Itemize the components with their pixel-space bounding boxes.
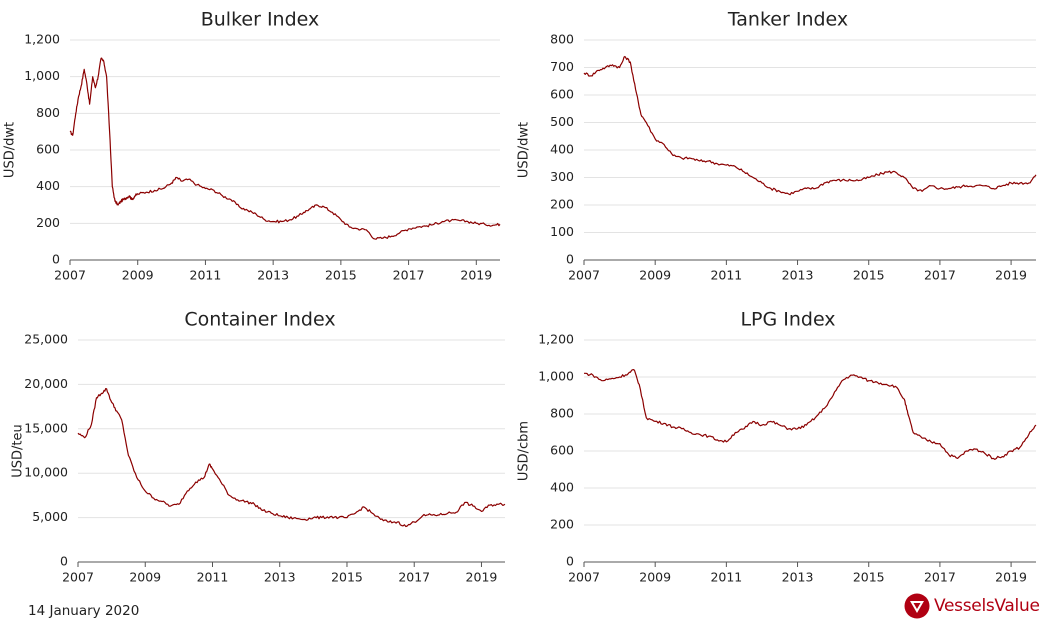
x-tick-label: 2019 [995, 570, 1027, 585]
y-tick-label: 25,000 [24, 332, 68, 347]
y-tick-label: 10,000 [24, 465, 68, 480]
y-axis-label: USD/teu [11, 424, 26, 478]
charts-area: Bulker Index 0 200 400 600 800 1,000 1,200 2007 2… [3, 9, 1037, 585]
chart-title: LPG Index [740, 309, 835, 331]
x-tick-label: 2013 [782, 268, 814, 283]
y-axis-label: USD/dwt [3, 122, 18, 178]
y-axis-label: USD/cbm [517, 421, 532, 481]
y-tick-label: 0 [52, 252, 60, 267]
chart-title: Container Index [184, 309, 335, 331]
x-tick-label: 2013 [264, 570, 296, 585]
x-tick-label: 2007 [568, 268, 600, 283]
y-tick-label: 500 [550, 114, 574, 129]
y-tick-label: 200 [36, 215, 60, 230]
y-tick-label: 800 [550, 406, 574, 421]
x-tick-label: 2007 [54, 268, 86, 283]
y-tick-label: 1,200 [24, 32, 60, 47]
x-tick-label: 2017 [924, 570, 956, 585]
tanker-index-chart: Tanker Index 0 100 200 300 400 500 600 700 800 200… [517, 9, 1037, 283]
container-index-chart: Container Index 0 5,000 10,000 15,000 20,000 2… [11, 309, 506, 585]
chart-title: Tanker Index [727, 9, 848, 31]
x-tick-label: 2019 [460, 268, 492, 283]
y-tick-label: 1,200 [538, 332, 574, 347]
y-tick-label: 100 [550, 224, 574, 239]
y-tick-label: 600 [36, 142, 60, 157]
x-tick-label: 2009 [639, 570, 671, 585]
y-tick-label: 400 [550, 142, 574, 157]
y-tick-label: 15,000 [24, 420, 68, 435]
y-tick-label: 400 [36, 178, 60, 193]
brand-name: VesselsValue [934, 596, 1040, 616]
y-tick-label: 600 [550, 443, 574, 458]
y-tick-label: 0 [566, 554, 574, 569]
y-tick-label: 1,000 [24, 68, 60, 83]
chart-title: Bulker Index [201, 9, 320, 31]
lpg-index-chart: LPG Index 0 200 400 600 800 1,000 1,200 2007 2009… [517, 309, 1037, 585]
y-tick-label: 0 [566, 252, 574, 267]
report-date: 14 January 2020 [28, 603, 140, 619]
x-tick-label: 2019 [466, 570, 498, 585]
x-tick-label: 2017 [924, 268, 956, 283]
y-tick-label: 400 [550, 480, 574, 495]
y-tick-label: 700 [550, 59, 574, 74]
y-tick-label: 5,000 [32, 509, 68, 524]
vesselsvalue-logo-icon [904, 593, 930, 619]
x-tick-label: 2011 [710, 268, 742, 283]
y-tick-label: 800 [550, 32, 574, 47]
y-tick-label: 1,000 [538, 369, 574, 384]
series-line [583, 55, 1037, 196]
x-tick-label: 2007 [568, 570, 600, 585]
x-tick-label: 2015 [325, 268, 357, 283]
x-tick-label: 2015 [331, 570, 363, 585]
y-tick-label: 800 [36, 105, 60, 120]
y-axis-label: USD/dwt [517, 122, 532, 178]
y-tick-label: 200 [550, 197, 574, 212]
series-line [584, 369, 1037, 460]
bulker-index-chart: Bulker Index 0 200 400 600 800 1,000 1,200 2007 2… [3, 9, 501, 283]
x-tick-label: 2019 [995, 268, 1027, 283]
x-tick-label: 2013 [257, 268, 289, 283]
y-tick-label: 0 [60, 554, 68, 569]
y-tick-label: 20,000 [24, 376, 68, 391]
x-tick-label: 2009 [129, 570, 161, 585]
x-tick-label: 2017 [393, 268, 425, 283]
x-tick-label: 2017 [398, 570, 430, 585]
x-tick-label: 2013 [782, 570, 814, 585]
series-line [77, 388, 506, 528]
x-tick-label: 2015 [853, 570, 885, 585]
brand-logo-group: VesselsValue [904, 592, 1040, 620]
x-tick-label: 2011 [190, 268, 222, 283]
x-tick-label: 2009 [639, 268, 671, 283]
y-tick-label: 600 [550, 87, 574, 102]
x-tick-label: 2011 [710, 570, 742, 585]
x-tick-label: 2015 [853, 268, 885, 283]
x-tick-label: 2007 [62, 570, 94, 585]
y-tick-label: 300 [550, 169, 574, 184]
series-line [69, 57, 501, 240]
x-tick-label: 2009 [122, 268, 154, 283]
x-tick-label: 2011 [197, 570, 229, 585]
y-tick-label: 200 [550, 517, 574, 532]
